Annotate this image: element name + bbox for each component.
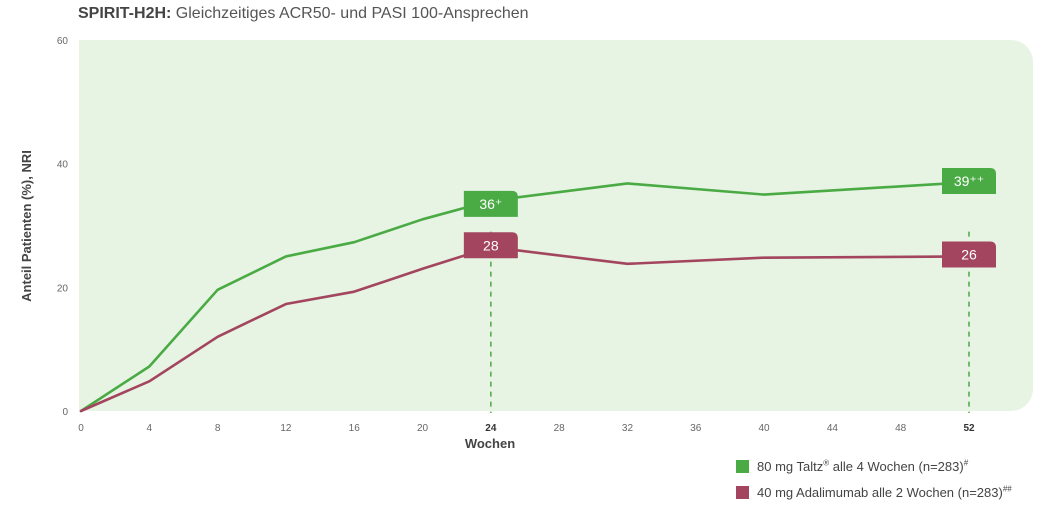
x-tick-label: 48 bbox=[895, 423, 907, 434]
x-tick-label: 32 bbox=[622, 423, 634, 434]
data-label: 36⁺ bbox=[479, 196, 502, 212]
chart-title-bold: SPIRIT-H2H: bbox=[78, 5, 172, 22]
x-tick-label: 24 bbox=[485, 423, 497, 434]
data-label: 39⁺⁺ bbox=[954, 173, 984, 189]
legend-item-adalimumab: 40 mg Adalimumab alle 2 Wochen (n=283)## bbox=[736, 485, 1012, 500]
x-tick-label: 52 bbox=[963, 423, 975, 434]
y-tick-label: 40 bbox=[57, 160, 69, 171]
y-axis-label: Anteil Patienten (%), NRI bbox=[19, 150, 34, 302]
data-label-box bbox=[463, 232, 518, 259]
x-tick-label: 12 bbox=[280, 423, 292, 434]
data-label: 26 bbox=[961, 247, 977, 263]
x-tick-label: 36 bbox=[690, 423, 702, 434]
x-tick-label: 44 bbox=[827, 423, 839, 434]
y-tick-label: 20 bbox=[57, 283, 69, 294]
legend-item-taltz: 80 mg Taltz® alle 4 Wochen (n=283)# bbox=[736, 459, 968, 474]
x-tick-label: 40 bbox=[759, 423, 771, 434]
legend-text-adalimumab: 40 mg Adalimumab alle 2 Wochen (n=283)## bbox=[757, 484, 1012, 500]
legend-text-taltz: 80 mg Taltz® alle 4 Wochen (n=283)# bbox=[757, 458, 969, 474]
x-tick-label: 8 bbox=[215, 423, 221, 434]
plot-background-corner bbox=[79, 40, 109, 70]
data-label-box bbox=[463, 190, 518, 217]
plot-background bbox=[79, 40, 1033, 411]
x-tick-label: 0 bbox=[78, 423, 84, 434]
x-tick-label: 20 bbox=[417, 423, 429, 434]
legend-swatch-taltz bbox=[736, 460, 749, 473]
y-tick-label: 60 bbox=[57, 36, 69, 47]
x-tick-label: 16 bbox=[349, 423, 361, 434]
y-tick-label: 0 bbox=[62, 407, 68, 418]
chart-title-rest: Gleichzeitiges ACR50- und PASI 100-Anspr… bbox=[171, 5, 529, 22]
series-line-0 bbox=[79, 180, 971, 413]
chart-title: SPIRIT-H2H: Gleichzeitiges ACR50- und PA… bbox=[78, 5, 529, 23]
x-tick-label: 4 bbox=[147, 423, 153, 434]
data-label-box bbox=[942, 167, 996, 194]
series-line-1 bbox=[79, 245, 971, 413]
data-label: 28 bbox=[483, 237, 499, 253]
data-label-box bbox=[942, 241, 996, 268]
x-tick-label: 28 bbox=[554, 423, 566, 434]
x-axis-label: Wochen bbox=[465, 436, 515, 451]
legend-swatch-adalimumab bbox=[736, 486, 749, 499]
